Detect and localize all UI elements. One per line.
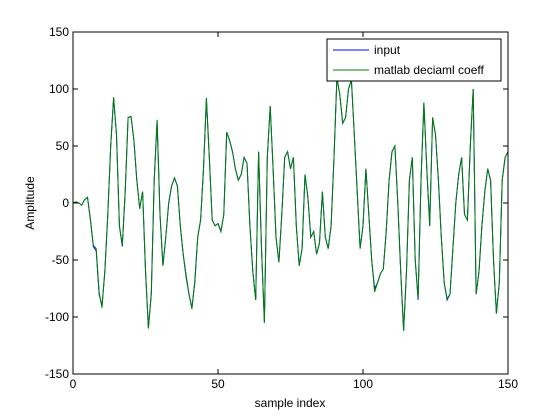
x-axis-label: sample index <box>255 396 326 410</box>
y-tick-label: 100 <box>49 82 69 96</box>
plot-area <box>73 32 508 374</box>
x-tick-label: 50 <box>211 377 225 391</box>
x-tick-label: 150 <box>498 377 518 391</box>
y-tick-label: 0 <box>62 196 69 210</box>
y-axis-label: Amplitude <box>23 176 37 230</box>
legend-label: input <box>374 43 401 57</box>
legend-box <box>326 38 502 82</box>
x-tick-label: 100 <box>353 377 373 391</box>
legend-label: matlab deciaml coeff <box>374 63 485 77</box>
y-tick-label: -50 <box>52 253 70 267</box>
y-tick-label: 150 <box>49 25 69 39</box>
y-tick-label: -100 <box>45 310 69 324</box>
y-tick-label: 50 <box>56 139 70 153</box>
y-tick-label: -150 <box>45 367 69 381</box>
x-tick-label: 0 <box>70 377 77 391</box>
data-line <box>72 77 509 331</box>
